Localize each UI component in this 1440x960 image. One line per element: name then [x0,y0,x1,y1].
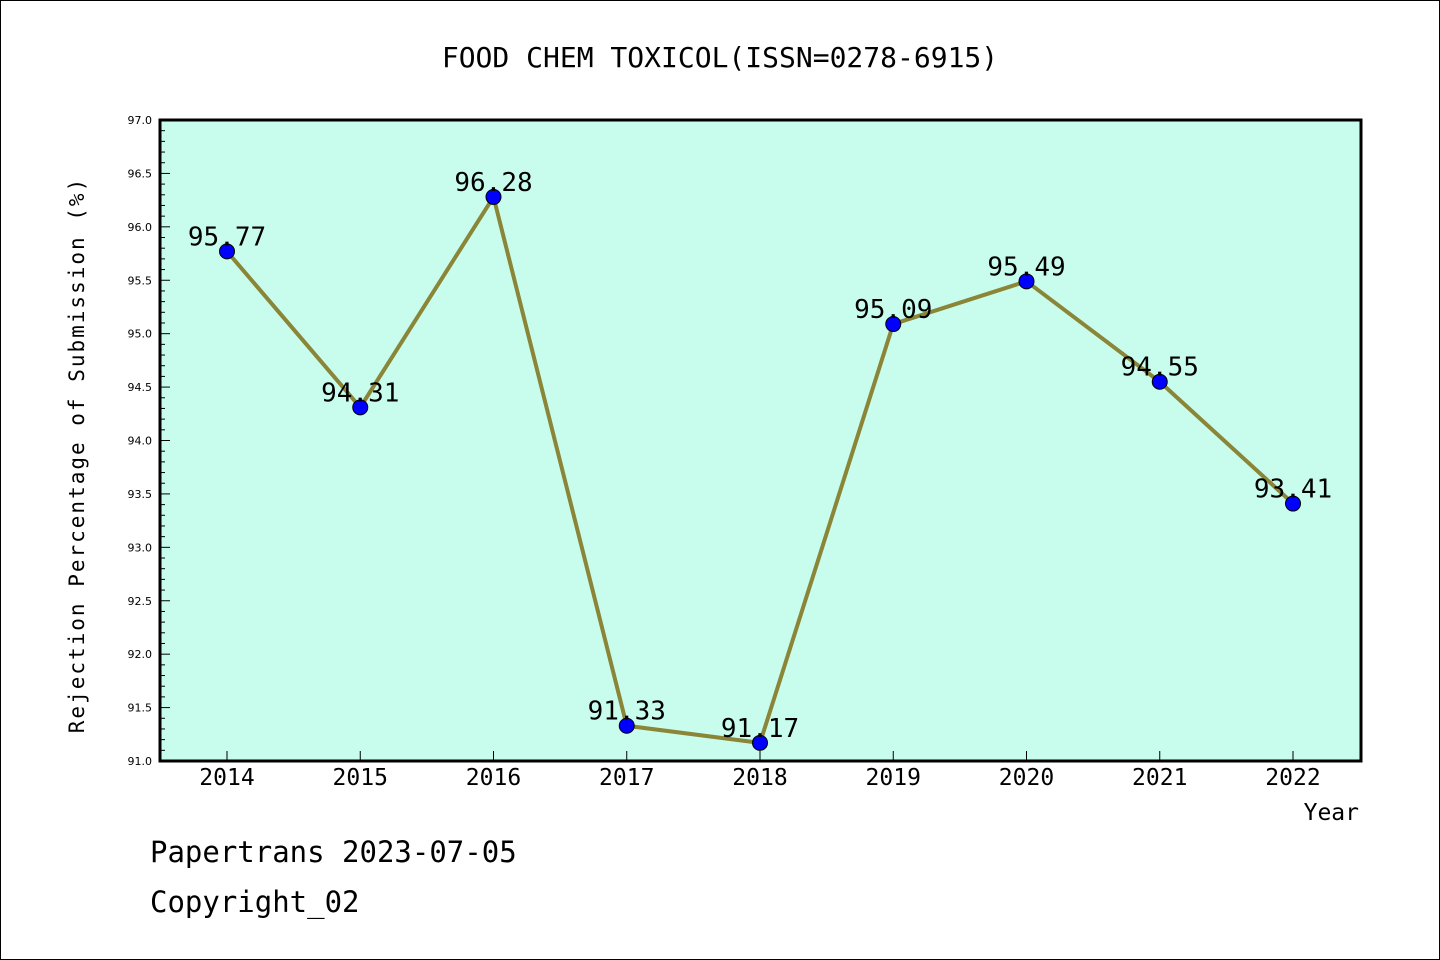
x-tick-label: 2015 [333,765,388,791]
data-label: 93.41 [1254,475,1332,505]
data-label: 94.31 [321,378,399,408]
x-tick-label: 2020 [999,765,1054,791]
plot-area [158,118,1363,763]
data-point [219,243,235,260]
data-point [352,399,369,416]
chart-title: FOOD CHEM TOXICOL(ISSN=0278-6915) [442,41,998,74]
y-tick-label: 91.0 [128,755,153,768]
x-tick-label: 2021 [1132,765,1187,791]
data-label: 96.28 [454,168,532,198]
y-tick-label: 95.5 [128,274,153,287]
y-tick-label: 95.0 [128,328,153,341]
y-tick-label: 97.0 [128,114,153,127]
data-point [1285,495,1301,512]
data-label: 91.33 [588,697,666,727]
x-axis-label: Year [1304,800,1359,826]
y-tick-label: 96.5 [128,167,153,180]
y-tick-label: 92.0 [128,648,153,661]
data-point [752,734,768,751]
data-point [485,188,502,205]
footer-date: Papertrans 2023-07-05 [150,835,517,869]
x-tick-label: 2014 [199,765,254,791]
y-axis-label: Rejection Percentage of Submission (%) [65,177,89,733]
data-point [1151,373,1168,390]
x-tick-label: 2019 [866,765,921,791]
data-label: 95.09 [854,295,932,325]
data-label: 91.17 [721,714,799,744]
data-point [885,316,902,333]
y-tick-label: 91.5 [128,702,153,715]
x-tick-label: 2022 [1265,765,1320,791]
y-tick-label: 94.0 [128,435,153,448]
data-point [618,717,635,734]
data-label: 94.55 [1121,353,1199,383]
data-label: 95.77 [188,222,266,252]
footer-copyright: Copyright_02 [150,885,360,919]
data-points [219,188,1301,751]
x-tick-label: 2016 [466,765,521,791]
y-tick-label: 94.5 [128,381,153,394]
y-tick-label: 92.5 [128,595,153,608]
data-label: 95.49 [987,252,1065,282]
x-tick-label: 2018 [732,765,787,791]
y-axis: 91.0 91.5 92.0 92.5 93.0 93.5 94.0 94.5 95.0 95.5… [128,114,170,768]
x-tick-label: 2017 [599,765,654,791]
y-tick-label: 96.0 [128,221,153,234]
data-point [1018,273,1035,290]
data-labels: 95.77 94.31 96.28 91.33 91.17 95.09 95.49 94.55… [188,168,1332,744]
y-tick-label: 93.0 [128,541,153,554]
y-tick-label: 93.5 [128,488,153,501]
x-axis: 2014 2015 2016 2017 2018 2019 2020 2021 2022 [199,751,1321,791]
